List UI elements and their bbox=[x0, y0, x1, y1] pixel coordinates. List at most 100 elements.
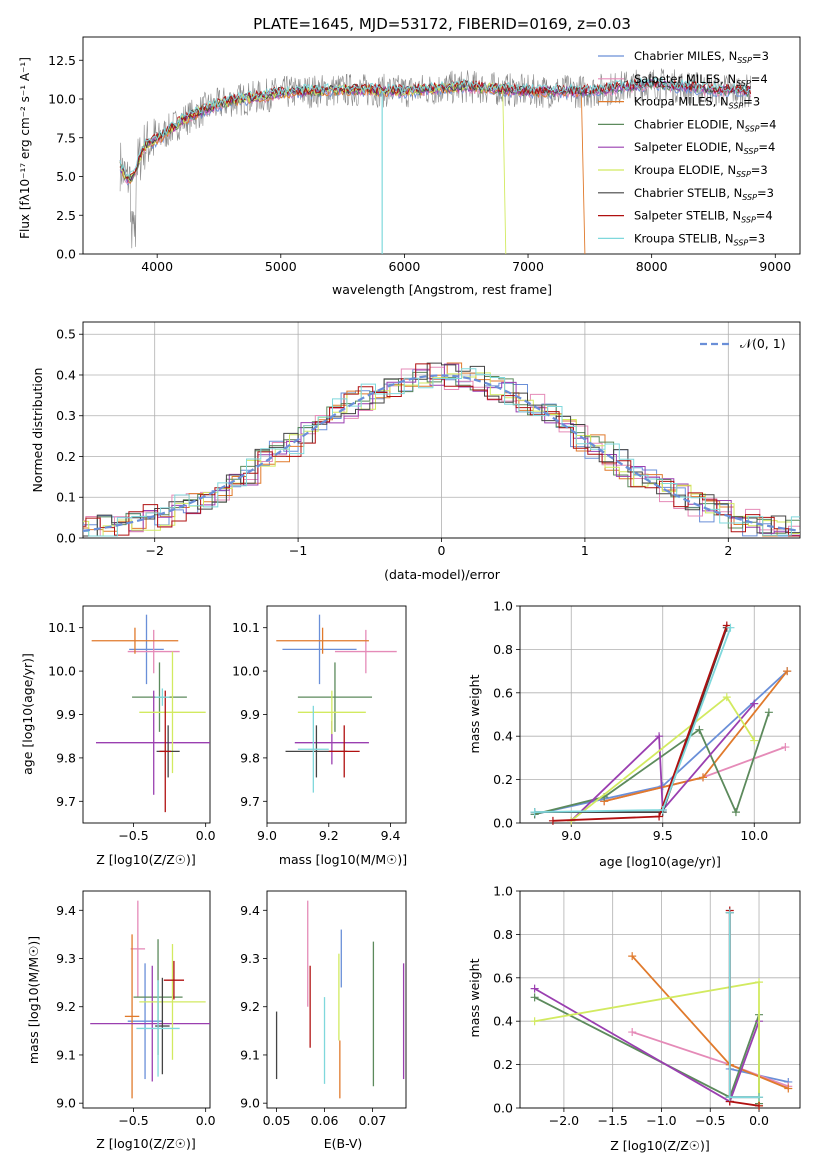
residuals-ytick-label: 0.4 bbox=[56, 367, 76, 382]
residuals-xtick-label: 1 bbox=[581, 543, 589, 558]
residuals-ytick-label: 0.0 bbox=[56, 531, 76, 546]
mw-z-xtick-label: −1.0 bbox=[646, 1113, 676, 1128]
age-z-ytick-label: 10.0 bbox=[48, 664, 76, 679]
mass-weight-marker bbox=[655, 812, 664, 821]
mass-weight-marker bbox=[628, 952, 637, 961]
age-z-ytick-label: 9.7 bbox=[56, 794, 76, 809]
mass-weight-marker bbox=[548, 816, 557, 825]
mass-weight-marker bbox=[750, 736, 759, 745]
spectrum-ylabel: Flux [fλ10⁻¹⁷ erg cm⁻² s⁻¹ A⁻¹] bbox=[18, 57, 32, 239]
spectrum-ytick-label: 0.0 bbox=[56, 247, 76, 262]
age-mass-ytick-label: 9.9 bbox=[240, 707, 260, 722]
mw-z-xtick-label: 0.0 bbox=[749, 1113, 769, 1128]
mass-z-ytick-label: 9.3 bbox=[56, 951, 76, 966]
mw-age-xlabel: age [log10(age/yr)] bbox=[599, 854, 721, 869]
spectrum-legend: Chabrier MILES, NSSP=3 Salpeter MILES, NS… bbox=[598, 49, 776, 247]
mw-z-ylabel: mass weight bbox=[467, 958, 482, 1037]
age-mass-xtick-label: 9.4 bbox=[381, 828, 401, 843]
mass-ebv-frame bbox=[266, 890, 407, 1109]
mass-z-xtick-label: 0.0 bbox=[196, 1113, 216, 1128]
mw-z-ytick-label: 0.4 bbox=[493, 1014, 513, 1029]
mw-z-xtick-label: −1.5 bbox=[598, 1113, 628, 1128]
age-z-xtick-label: 0.0 bbox=[196, 828, 216, 843]
age-mass-frame bbox=[266, 605, 407, 824]
legend-label: Kroupa MILES, NSSP=3 bbox=[634, 95, 760, 111]
residuals-xtick-label: −2 bbox=[145, 543, 163, 558]
age-z-xtick-label: −0.5 bbox=[118, 828, 148, 843]
mw-z-ytick-label: 0.8 bbox=[493, 927, 513, 942]
mass-weight-marker bbox=[784, 1084, 793, 1093]
mass-weight-line bbox=[534, 981, 760, 1106]
mw-z-xtick-label: −0.5 bbox=[695, 1113, 725, 1128]
legend-label: Salpeter STELIB, NSSP=4 bbox=[634, 209, 773, 225]
model-spectrum-line bbox=[119, 77, 751, 178]
legend-label: Kroupa STELIB, NSSP=3 bbox=[634, 231, 765, 247]
mw-z-ytick-label: 0.2 bbox=[493, 1057, 513, 1072]
mass-ebv-ytick-label: 9.4 bbox=[240, 903, 260, 918]
spectrum-xtick-label: 5000 bbox=[265, 259, 297, 274]
mw-age-ytick-label: 0.4 bbox=[493, 729, 513, 744]
spectrum-xtick-label: 8000 bbox=[636, 259, 668, 274]
spectrum-ytick-label: 10.0 bbox=[48, 92, 76, 107]
mass-ebv-ytick-label: 9.1 bbox=[240, 1047, 260, 1062]
mass-weight-marker bbox=[731, 808, 740, 817]
residuals-ytick-label: 0.2 bbox=[56, 449, 76, 464]
spectrum-axes: 4000 5000 6000 7000 8000 9000 0.0 2.5 5.0 7.5 10.0… bbox=[48, 36, 801, 274]
mass-weight-marker bbox=[530, 993, 539, 1002]
mw-age-ytick-label: 1.0 bbox=[493, 599, 513, 614]
age-mass-ytick-label: 9.7 bbox=[240, 794, 260, 809]
legend-label: Chabrier STELIB, NSSP=3 bbox=[634, 186, 774, 202]
spectrum-xtick-label: 6000 bbox=[389, 259, 421, 274]
model-spectrum-line bbox=[119, 82, 586, 254]
legend-label: Chabrier MILES, NSSP=3 bbox=[634, 49, 769, 65]
spectrum-ytick-label: 2.5 bbox=[56, 208, 76, 223]
spectrum-frame bbox=[82, 36, 801, 255]
residual-histogram-line bbox=[83, 368, 800, 537]
age-z-axes: −0.5 0.0 9.7 9.8 9.9 10.0 10.1 bbox=[48, 605, 216, 843]
mass-z-ytick-label: 9.4 bbox=[56, 903, 76, 918]
mass-weight-marker bbox=[755, 1093, 764, 1102]
mw-z-ytick-label: 1.0 bbox=[493, 884, 513, 899]
mass-z-xtick-label: −0.5 bbox=[118, 1113, 148, 1128]
figure-title: PLATE=1645, MJD=53172, FIBERID=0169, z=0… bbox=[253, 15, 631, 33]
age-mass-ytick-label: 9.8 bbox=[240, 750, 260, 765]
age-mass-xtick-label: 9.2 bbox=[319, 828, 339, 843]
mass-ebv-ytick-label: 9.2 bbox=[240, 999, 260, 1014]
mw-z-xtick-label: −2.0 bbox=[549, 1113, 579, 1128]
mass-weight-marker bbox=[722, 693, 731, 702]
age-z-ytick-label: 9.9 bbox=[56, 707, 76, 722]
mass-weight-marker bbox=[530, 808, 539, 817]
mass-z-ytick-label: 9.2 bbox=[56, 999, 76, 1014]
mass-ebv-xtick-label: 0.05 bbox=[263, 1113, 291, 1128]
spectrum-ytick-label: 5.0 bbox=[56, 169, 76, 184]
mass-weight-marker bbox=[699, 773, 708, 782]
mass-ebv-xlabel: E(B-V) bbox=[324, 1136, 363, 1151]
legend-label: Kroupa ELODIE, NSSP=3 bbox=[634, 163, 768, 179]
plot-layer: 4000 5000 6000 7000 8000 90000.02.55.07.510.0… bbox=[48, 36, 801, 1128]
mw-age-frame bbox=[519, 605, 801, 824]
mass-ebv-ytick-label: 9.0 bbox=[240, 1096, 260, 1111]
mass-weight-marker bbox=[726, 623, 735, 632]
mass-weight-marker bbox=[755, 978, 764, 987]
residuals-ytick-label: 0.5 bbox=[56, 327, 76, 342]
mass-weight-marker bbox=[764, 708, 773, 717]
residuals-xlabel: (data-model)/error bbox=[384, 567, 501, 582]
residuals-ylabel: Normed distribution bbox=[30, 368, 45, 493]
mw-z-frame bbox=[519, 890, 801, 1109]
residuals-legend-label: 𝒩(0, 1) bbox=[740, 336, 786, 351]
legend-label: Salpeter ELODIE, NSSP=4 bbox=[634, 140, 775, 156]
residuals-axes: −2 −1 0 1 2 0.0 0.1 0.2 0.3 0.4 0.5 bbox=[56, 321, 801, 558]
mass-z-axes: −0.5 0.0 9.0 9.1 9.2 9.3 9.4 bbox=[56, 890, 216, 1128]
mw-age-axes: 9.0 9.5 10.0 0.0 0.2 0.4 0.6 0.8 1.0 bbox=[493, 599, 801, 843]
residuals-xtick-label: 2 bbox=[724, 543, 732, 558]
mass-weight-line bbox=[534, 627, 732, 813]
legend-label: Chabrier ELODIE, NSSP=4 bbox=[634, 117, 776, 133]
mw-age-ytick-label: 0.8 bbox=[493, 642, 513, 657]
mass-weight-line bbox=[534, 987, 760, 1103]
age-z-ytick-label: 10.1 bbox=[48, 620, 76, 635]
legend-label: Salpeter MILES, NSSP=4 bbox=[634, 72, 768, 88]
age-z-ytick-label: 9.8 bbox=[56, 750, 76, 765]
age-z-ylabel: age [log10(age/yr)] bbox=[20, 653, 35, 775]
mw-z-ytick-label: 0.0 bbox=[493, 1101, 513, 1116]
